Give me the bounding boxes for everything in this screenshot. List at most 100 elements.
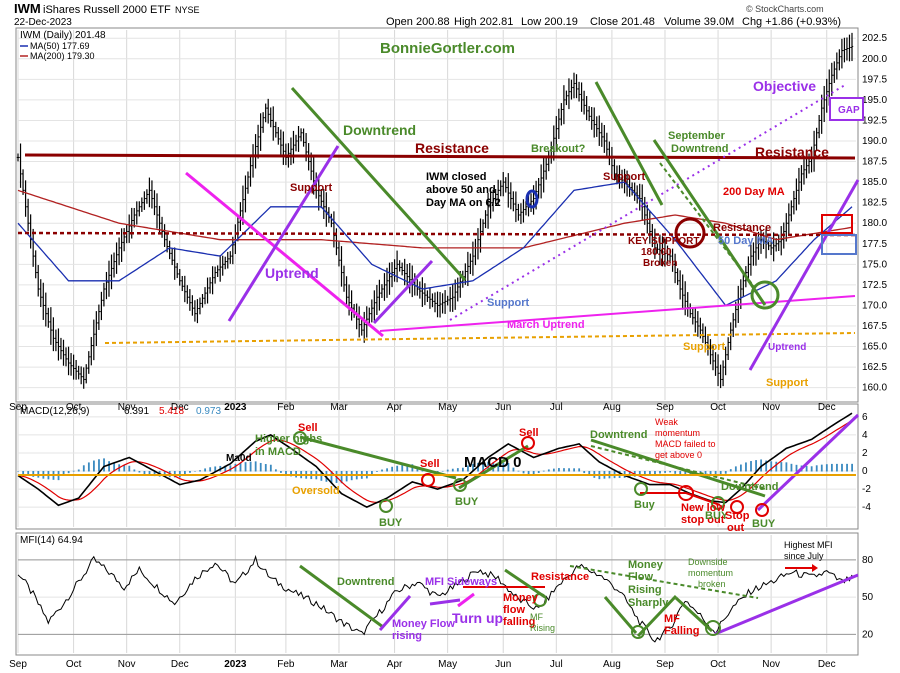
- price-y-tick: 200.0: [862, 54, 887, 65]
- macd-hist-bar: [775, 461, 778, 472]
- march-uptrend-label: March Uptrend: [507, 319, 585, 331]
- x-tick-mfi-Mar: Mar: [330, 659, 348, 670]
- mfi-falling-label-3: falling: [503, 616, 535, 628]
- macd-hist-bar: [163, 471, 166, 477]
- downtrend-label: Downtrend: [343, 122, 416, 138]
- downside-label-2: momentum: [688, 568, 733, 578]
- macd-hist-bar: [133, 469, 136, 472]
- macd-hist-bar: [371, 471, 373, 475]
- macd-hist-bar: [340, 471, 343, 484]
- macd-hist-bar: [724, 471, 727, 474]
- macd-hist-bar: [406, 464, 409, 472]
- macd-hist-bar: [542, 470, 545, 472]
- macd-hist-bar: [285, 471, 287, 475]
- x-tick-price-Sep: Sep: [656, 402, 674, 413]
- september-downtrend-label: Downtrend: [671, 143, 728, 155]
- macd-hist-bar: [269, 464, 272, 472]
- macd-hist-bar: [790, 463, 793, 472]
- x-axes: Sep Sep Oct Oct Nov Nov Dec Dec 2023 2023 Feb Feb Ma…: [9, 402, 836, 670]
- magenta-downtrend: [185, 171, 384, 338]
- orange-support-line: [104, 332, 856, 344]
- security-name: iShares Russell 2000 ETF: [43, 4, 171, 16]
- price-y-tick: 177.5: [862, 239, 887, 250]
- macd-hist-bar: [507, 462, 510, 472]
- x-tick-price-Jun: Jun: [495, 402, 511, 413]
- x-tick-mfi-2023: 2023: [224, 659, 247, 670]
- x-tick-price-Oct: Oct: [710, 402, 726, 413]
- x-tick-mfi-Oct: Oct: [66, 659, 82, 670]
- x-tick-price-May: May: [438, 402, 457, 413]
- macd-hist-bar: [502, 462, 505, 472]
- price-y-tick: 197.5: [862, 74, 887, 85]
- macd-hist-bar: [563, 468, 565, 472]
- price-y-tick: 192.5: [862, 115, 887, 126]
- out-label: out: [727, 522, 744, 534]
- macd-hist-bar: [239, 462, 242, 472]
- macd-hist-bar: [709, 471, 712, 476]
- macd-y-tick: 2: [862, 448, 868, 459]
- macd-hist-bar: [451, 468, 454, 472]
- uptrend-line-1: [227, 145, 340, 322]
- ma-cross-circle: [525, 189, 539, 209]
- macd-hist-bar: [805, 465, 808, 472]
- macd-hist-bar: [93, 460, 95, 472]
- x-tick-mfi-Jul: Jul: [550, 659, 563, 670]
- x-tick-price-Oct: Oct: [66, 402, 82, 413]
- macd-hist-bar: [649, 471, 651, 476]
- macd-zero-label: MACD 0: [464, 454, 522, 471]
- key-support-broken: Broken: [643, 258, 677, 269]
- macd-hist-bar: [755, 460, 757, 472]
- mfi-uptrend-line: [714, 573, 859, 636]
- downtrend-line-2: [594, 81, 664, 206]
- macd-hist-bar: [113, 463, 116, 472]
- mfi-circle-3: [705, 620, 721, 636]
- mfi-rising-label-1: Money Flow: [392, 618, 455, 630]
- ohlc-volume: Volume 39.0M: [664, 16, 734, 28]
- x-tick-price-Aug: Aug: [603, 402, 621, 413]
- macd-hist-bar: [254, 461, 257, 472]
- macd-uptrend-1: [458, 444, 529, 490]
- macd-hist-bar: [224, 465, 227, 472]
- resistance-label-2: Resistance: [755, 144, 829, 160]
- macd-hist-bar: [391, 466, 394, 472]
- price-y-tick: 160.0: [862, 383, 887, 394]
- macd-downtrend-label-2: Downtrend: [721, 481, 778, 493]
- oversold-label: Oversold: [292, 485, 340, 497]
- macd-downtrend-2: [590, 438, 766, 498]
- x-tick-mfi-Apr: Apr: [387, 659, 403, 670]
- macd-hist-bar: [82, 465, 85, 472]
- ohlc-low: Low 200.19: [521, 16, 578, 28]
- downtrend-dashed: [659, 162, 756, 289]
- macd-hist-bar: [568, 468, 570, 472]
- macd-hist-bar: [462, 467, 464, 472]
- macd-hist-bar: [396, 465, 399, 472]
- x-tick-price-Apr: Apr: [387, 402, 403, 413]
- macd-circle-newlow: [678, 485, 694, 501]
- price-y-tick: 202.5: [862, 33, 887, 44]
- resistance-label-1: Resistance: [415, 140, 489, 156]
- x-tick-mfi-May: May: [438, 659, 457, 670]
- macd-hist-bar: [441, 470, 444, 472]
- mfi-y-tick: 80: [862, 555, 874, 566]
- price-y-tick: 180.0: [862, 218, 887, 229]
- downside-label-3: broken: [698, 579, 726, 589]
- macd-legend-hist: 0.973: [196, 406, 221, 417]
- macd-y-tick: -2: [862, 484, 871, 495]
- macd-hist-bar: [189, 471, 191, 473]
- gap-box: [829, 97, 864, 121]
- x-tick-price-Dec: Dec: [818, 402, 836, 413]
- red-box: [821, 214, 853, 234]
- x-tick-mfi-Dec: Dec: [171, 659, 189, 670]
- buy-label-5: BUY: [752, 518, 776, 530]
- price-y-tick: 167.5: [862, 321, 887, 332]
- macd-hist-bar: [841, 463, 843, 472]
- macd-hist-bar: [108, 461, 110, 472]
- macd-hist-bar: [729, 469, 732, 472]
- ma0d-label: Ma0d: [226, 453, 252, 464]
- x-tick-price-Nov: Nov: [762, 402, 780, 413]
- mfi-downtrend-label: Downtrend: [337, 576, 394, 588]
- macd-hist-bar: [32, 471, 35, 477]
- ohlc-open: Open 200.88: [386, 16, 450, 28]
- in-macd-label: in MACD: [255, 446, 301, 458]
